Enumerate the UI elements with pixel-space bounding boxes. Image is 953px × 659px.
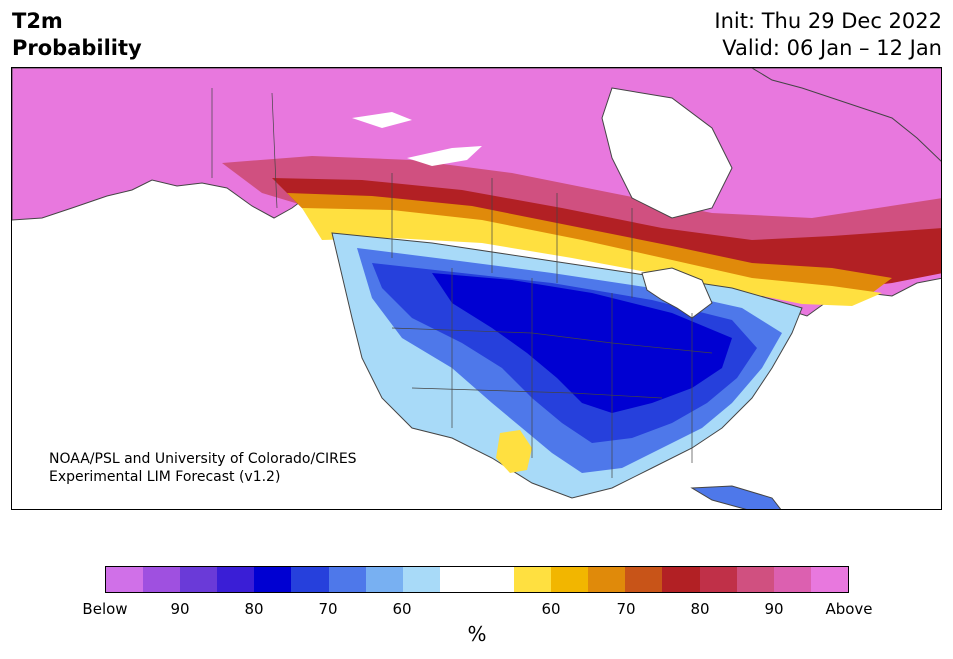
credit-line-2: Experimental LIM Forecast (v1.2) bbox=[49, 469, 281, 485]
colorbar-cell-2 bbox=[180, 567, 218, 592]
tick-above-60: 60 bbox=[541, 600, 561, 618]
tick-below-90: 90 bbox=[170, 600, 190, 618]
colorbar-cell-15 bbox=[662, 567, 700, 592]
colorbar-cell-4 bbox=[254, 567, 292, 592]
colorbar-cell-0 bbox=[106, 567, 144, 592]
colorbar-cell-10 bbox=[476, 567, 515, 592]
tick-below: Below bbox=[82, 600, 128, 618]
colorbar-cell-9 bbox=[439, 567, 477, 592]
arctic-lake-2 bbox=[352, 112, 412, 128]
colorbar-cell-1 bbox=[143, 567, 181, 592]
init-date: Init: Thu 29 Dec 2022 bbox=[714, 9, 942, 33]
arctic-lake-1 bbox=[407, 146, 482, 166]
colorbar-cell-17 bbox=[736, 567, 774, 592]
state-borders bbox=[211, 88, 713, 478]
colorbar-cell-18 bbox=[773, 567, 811, 592]
forecast-map bbox=[11, 67, 942, 510]
tick-above-90: 90 bbox=[764, 600, 784, 618]
forecast-info: Init: Thu 29 Dec 2022 Valid: 06 Jan – 12… bbox=[714, 8, 942, 62]
colorbar-cell-13 bbox=[588, 567, 626, 592]
colorbar-cell-14 bbox=[625, 567, 663, 592]
map-title: T2m Probability bbox=[12, 8, 142, 62]
usa-cold-core bbox=[432, 273, 732, 413]
tick-above-80: 80 bbox=[690, 600, 710, 618]
title-variable: T2m bbox=[12, 9, 63, 33]
valid-range: Valid: 06 Jan – 12 Jan bbox=[722, 36, 942, 60]
colorbar-cell-3 bbox=[217, 567, 255, 592]
colorbar-cell-8 bbox=[402, 567, 440, 592]
warm-band-4 bbox=[302, 208, 882, 306]
hudson-bay bbox=[601, 87, 733, 219]
tick-below-80: 80 bbox=[244, 600, 264, 618]
cuba bbox=[690, 485, 782, 509]
tick-above: Above bbox=[825, 600, 873, 618]
colorbar-cell-6 bbox=[328, 567, 366, 592]
mexico-warm-blob bbox=[496, 430, 532, 473]
colorbar-cell-16 bbox=[699, 567, 737, 592]
tick-above-70: 70 bbox=[616, 600, 636, 618]
colorbar-cell-7 bbox=[365, 567, 403, 592]
tick-below-60: 60 bbox=[392, 600, 412, 618]
colorbar-cell-5 bbox=[291, 567, 329, 592]
probability-colorbar bbox=[105, 566, 849, 593]
title-type: Probability bbox=[12, 36, 142, 60]
tick-below-70: 70 bbox=[318, 600, 338, 618]
colorbar-unit: % bbox=[467, 622, 487, 646]
greenland bbox=[751, 68, 941, 162]
colorbar-cell-12 bbox=[551, 567, 589, 592]
credit-line-1: NOAA/PSL and University of Colorado/CIRE… bbox=[49, 451, 357, 467]
map-graphic bbox=[12, 68, 941, 509]
data-credit: NOAA/PSL and University of Colorado/CIRE… bbox=[49, 450, 357, 486]
colorbar-cell-11 bbox=[514, 567, 552, 592]
colorbar-cell-19 bbox=[810, 567, 848, 592]
